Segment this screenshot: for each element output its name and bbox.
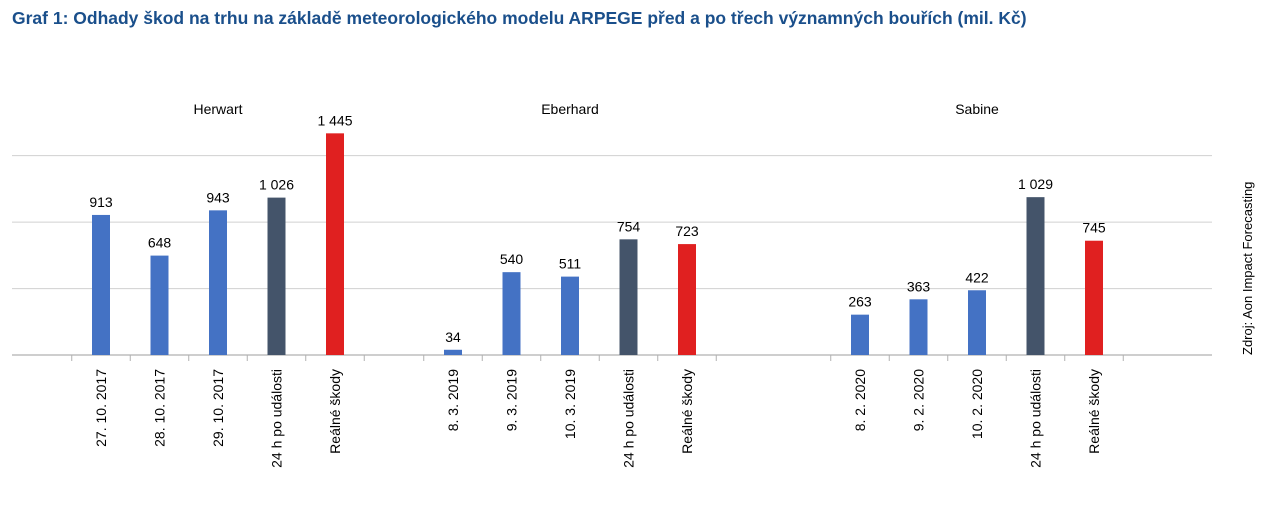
category-label: 10. 2. 2020 [969, 369, 985, 439]
data-label: 34 [445, 329, 461, 345]
category-label: 8. 3. 2019 [445, 369, 461, 431]
bar [209, 210, 227, 355]
category-label: 9. 3. 2019 [504, 369, 520, 431]
bar [909, 299, 928, 355]
bar [678, 244, 696, 355]
data-label: 723 [675, 223, 699, 239]
category-label: 24 h po události [621, 369, 637, 468]
bar [968, 290, 986, 355]
data-label: 754 [617, 218, 641, 234]
category-label: 24 h po události [1028, 369, 1044, 468]
chart-title: Graf 1: Odhady škod na trhu na základě m… [12, 8, 1027, 28]
category-label: Reálné škody [679, 369, 695, 454]
data-label: 913 [89, 194, 113, 210]
bar [267, 197, 286, 355]
data-label: 1 445 [317, 112, 352, 128]
source-label: Zdroj: Aon Impact Forecasting [1240, 181, 1255, 355]
category-label: 9. 2. 2020 [911, 369, 927, 431]
data-label: 511 [559, 256, 582, 272]
data-label: 943 [206, 189, 230, 205]
data-label: 1 026 [259, 177, 294, 193]
data-label: 363 [907, 278, 931, 294]
bar [150, 255, 169, 355]
bar [444, 349, 462, 355]
bar [1085, 240, 1103, 355]
bar [326, 133, 344, 355]
bar [92, 214, 110, 355]
category-label: 24 h po události [269, 369, 285, 468]
group-label: Sabine [955, 101, 999, 117]
category-label: 8. 2. 2020 [852, 369, 868, 431]
data-label: 263 [848, 294, 872, 310]
data-label: 648 [148, 235, 172, 251]
bar [1026, 197, 1045, 355]
data-label: 422 [965, 269, 989, 285]
category-label: Reálné škody [1086, 369, 1102, 454]
category-label: 10. 3. 2019 [562, 369, 578, 439]
category-label: 28. 10. 2017 [152, 369, 168, 447]
data-label: 540 [500, 251, 524, 267]
category-label: 27. 10. 2017 [93, 369, 109, 447]
bar [561, 276, 579, 355]
category-label: Reálné škody [327, 369, 343, 454]
data-label: 1 029 [1018, 176, 1053, 192]
group-label: Eberhard [541, 101, 599, 117]
data-label: 745 [1082, 220, 1106, 236]
bar [502, 272, 521, 355]
category-label: 29. 10. 2017 [210, 369, 226, 447]
group-label: Herwart [193, 101, 242, 117]
bar [619, 239, 638, 355]
bar [851, 314, 869, 355]
